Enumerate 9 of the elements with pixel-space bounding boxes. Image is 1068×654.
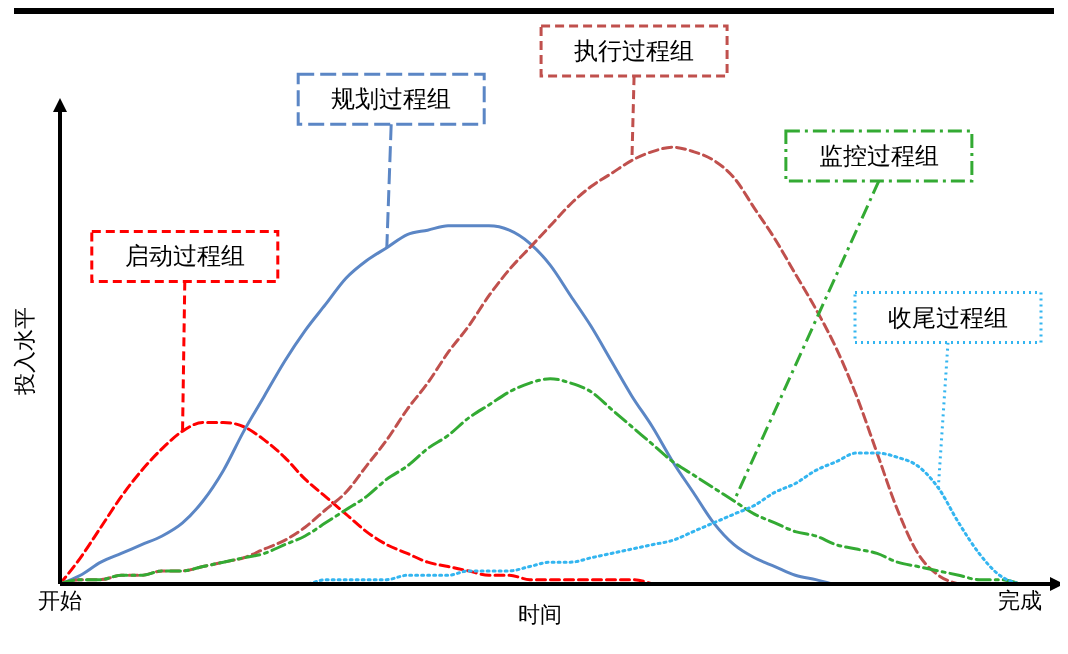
x-tick-label: 完成 xyxy=(998,587,1042,613)
text: 监控过程组 xyxy=(818,141,939,170)
text: 执行过程组 xyxy=(574,37,695,66)
x-tick-label: 开始 xyxy=(38,587,82,613)
y-axis-title: 投入水平 xyxy=(12,307,37,396)
text: 启动过程组 xyxy=(124,242,245,271)
text: 收尾过程组 xyxy=(888,303,1008,332)
text: 规划过程组 xyxy=(331,85,452,114)
x-axis-title: 时间 xyxy=(518,602,562,627)
